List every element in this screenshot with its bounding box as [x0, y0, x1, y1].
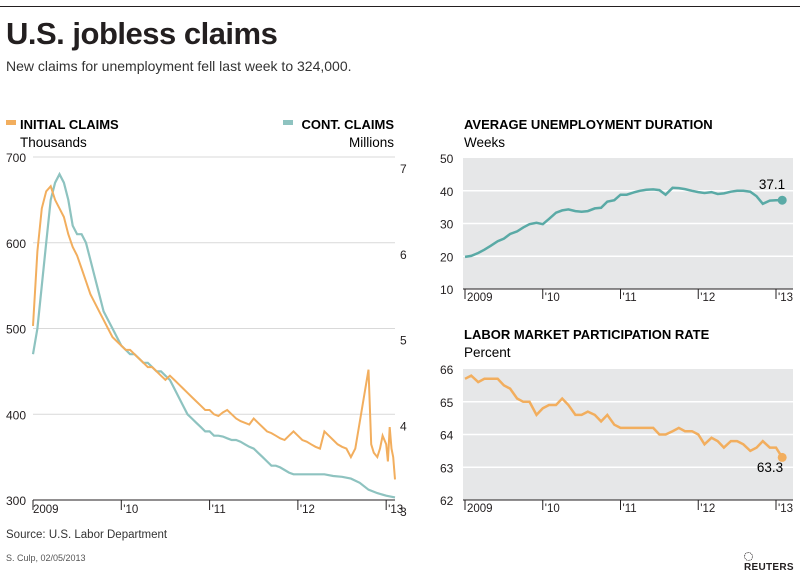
par-y-tick-label: 64 — [440, 429, 454, 443]
claims-x-tick-label: '10 — [123, 504, 138, 516]
claims-right-tick-label: 5 — [400, 334, 407, 348]
claims-left-tick-label: 500 — [6, 323, 26, 337]
par-x-tick-label: 2009 — [467, 503, 493, 515]
cont-claims-swatch — [283, 120, 293, 125]
participation-x-ticks: 2009 '10 '11 '12 '13 — [464, 500, 793, 515]
dur-x-tick-label: '11 — [623, 292, 637, 304]
page-subtitle: New claims for unemployment fell last we… — [6, 58, 352, 74]
initial-claims-line — [32, 184, 396, 480]
cont-claims-unit: Millions — [349, 135, 394, 150]
claims-x-ticks: 2009 '10 '11 '12 '13 — [32, 500, 403, 516]
source-note: Source: U.S. Labor Department — [6, 529, 168, 541]
duration-title: AVERAGE UNEMPLOYMENT DURATION — [464, 117, 713, 132]
claims-right-tick-label: 3 — [400, 505, 407, 519]
page-title: U.S. jobless claims — [6, 16, 278, 51]
claims-x-tick-label: 2009 — [33, 504, 59, 516]
claims-left-tick-label: 600 — [6, 237, 26, 251]
dur-y-tick-label: 40 — [440, 185, 454, 199]
par-x-tick-label: '10 — [545, 503, 560, 515]
dur-x-tick-label: 2009 — [467, 292, 493, 304]
claims-left-tick-label: 400 — [6, 408, 26, 422]
initial-claims-unit: Thousands — [20, 135, 87, 150]
initial-claims-swatch — [6, 120, 16, 125]
cont-claims-legend: CONT. CLAIMS — [302, 117, 395, 132]
par-y-tick-label: 66 — [440, 363, 454, 377]
par-x-tick-label: '11 — [623, 503, 637, 515]
claims-right-tick-label: 7 — [400, 162, 407, 176]
top-rule — [0, 6, 800, 7]
claims-right-axis: 7 6 5 4 3 — [400, 162, 407, 519]
claims-right-tick-label: 4 — [400, 419, 407, 433]
par-y-tick-label: 63 — [440, 461, 454, 475]
claims-left-tick-label: 300 — [6, 494, 26, 508]
claims-x-tick-label: '13 — [388, 504, 403, 516]
participation-grid: 66 65 64 63 62 — [440, 363, 793, 508]
claims-left-axis: 700 600 500 400 300 — [6, 151, 395, 508]
par-x-tick-label: '12 — [700, 503, 715, 515]
initial-claims-legend: INITIAL CLAIMS — [20, 117, 119, 132]
dur-x-tick-label: '13 — [778, 292, 793, 304]
dur-y-tick-label: 30 — [440, 218, 454, 232]
dur-y-tick-label: 50 — [440, 152, 454, 166]
reuters-logo: REUTERS — [744, 551, 800, 573]
dur-x-tick-label: '10 — [545, 292, 560, 304]
reuters-logo-icon — [744, 552, 753, 561]
cont-claims-line — [31, 171, 396, 499]
claims-x-tick-label: '11 — [212, 504, 226, 516]
participation-end-marker — [777, 452, 787, 462]
duration-line — [464, 186, 783, 259]
participation-title: LABOR MARKET PARTICIPATION RATE — [464, 327, 710, 342]
participation-line — [464, 374, 784, 459]
dur-y-tick-label: 20 — [440, 250, 454, 264]
par-x-tick-label: '13 — [778, 503, 793, 515]
duration-end-label: 37.1 — [759, 177, 785, 192]
dur-x-tick-label: '12 — [700, 292, 715, 304]
credit-note: S. Culp, 02/05/2013 — [6, 553, 86, 563]
duration-end-marker — [777, 195, 787, 205]
par-y-tick-label: 65 — [440, 396, 454, 410]
par-y-tick-label: 62 — [440, 494, 454, 508]
dur-y-tick-label: 10 — [440, 283, 454, 297]
claims-x-tick-label: '12 — [300, 504, 315, 516]
participation-end-label: 63.3 — [757, 460, 783, 475]
claims-left-tick-label: 700 — [6, 151, 26, 165]
duration-x-ticks: 2009 '10 '11 '12 '13 — [464, 289, 793, 304]
participation-unit: Percent — [464, 345, 511, 360]
duration-unit: Weeks — [464, 135, 505, 150]
claims-right-tick-label: 6 — [400, 248, 407, 262]
reuters-logo-text: REUTERS — [744, 562, 794, 573]
